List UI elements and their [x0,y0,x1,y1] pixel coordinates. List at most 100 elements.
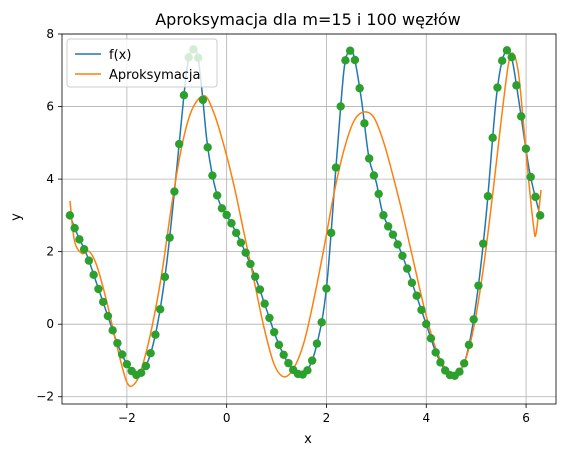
x-tick-label: 6 [522,411,530,425]
node-point [89,270,98,280]
node-point [478,239,488,248]
node-point [303,366,312,375]
node-point [417,305,426,315]
node-point [79,245,89,254]
node-point [512,81,521,90]
x-tick-label: 2 [323,411,331,425]
node-point [322,284,331,293]
node-point [474,281,483,290]
node-point [198,95,208,105]
node-point [326,228,336,238]
y-tick-label: 6 [46,100,54,114]
node-point [165,233,174,242]
legend-label: Aproksymacja [109,68,201,83]
node-point [84,256,94,265]
node-point [141,361,151,371]
node-point [227,219,236,228]
node-point [117,350,127,359]
node-point [108,326,117,335]
node-point [516,112,526,121]
node-point [208,171,217,180]
node-point [483,191,493,201]
node-point [155,305,165,314]
node-point [341,56,350,65]
node-point [421,319,431,329]
legend-label: f(x) [109,48,131,63]
node-point [426,334,436,343]
node-point [507,52,516,62]
node-point [274,340,284,350]
node-point [65,211,75,220]
node-point [255,285,265,294]
node-point [336,102,345,111]
node-point [374,189,383,199]
node-point [113,338,122,348]
plot-area: −2 0 2 4 6 −2 0 2 4 6 8 f(x) Aproksymacja [36,27,557,425]
node-point [160,272,170,282]
plot-background [62,34,556,404]
node-point [94,284,103,294]
node-point [383,222,393,231]
node-point [279,350,288,359]
node-point [146,349,155,358]
node-point [260,299,269,308]
node-point [379,211,388,220]
node-point [217,204,227,213]
node-point [521,144,531,153]
y-tick-label: 8 [46,27,54,41]
node-point [203,143,212,152]
chart-title: Aproksymacja dla m=15 i 100 węzłów [155,10,461,29]
x-tick-label: 0 [223,411,231,425]
node-point [350,55,360,65]
node-point [360,119,369,128]
x-axis-label: x [304,432,312,447]
node-point [364,154,374,163]
node-point [250,272,260,281]
node-point [436,358,445,367]
node-point [398,251,407,261]
node-point [345,46,355,55]
node-point [535,211,545,220]
node-point [241,248,250,257]
node-point [222,210,231,220]
node-point [455,367,464,376]
node-point [317,318,326,327]
node-point [502,46,512,55]
node-point [122,359,132,369]
node-point [179,91,189,100]
node-point [174,139,184,149]
node-point [70,223,79,233]
node-point [307,356,317,365]
legend-box [66,38,218,88]
x-tick-label: −2 [118,411,136,425]
y-axis-label: y [9,213,24,221]
node-point [402,264,412,273]
node-point [312,339,322,348]
node-point [103,311,113,321]
node-point [469,315,478,324]
node-point [75,235,84,244]
axes-frame [61,33,557,405]
y-tick-label: 0 [46,317,54,331]
y-tick-label: −2 [36,390,54,404]
node-point [231,228,241,238]
node-point [412,291,421,300]
node-point [284,358,293,368]
y-tick-label: 2 [46,245,54,259]
node-point [331,163,341,172]
node-point [393,240,402,249]
node-point [493,83,502,92]
node-point [526,172,535,182]
node-point [407,278,417,288]
node-point [151,330,160,339]
node-point [136,368,146,378]
node-point [497,56,507,65]
node-point [369,171,379,180]
node-point [265,313,274,323]
node-point [464,340,474,350]
node-point [236,238,246,247]
node-point [388,230,398,239]
node-point [212,191,222,200]
node-point [269,327,279,337]
